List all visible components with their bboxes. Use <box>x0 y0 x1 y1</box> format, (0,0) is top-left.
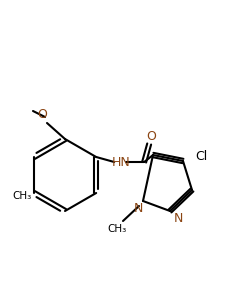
Text: CH₃: CH₃ <box>107 224 127 234</box>
Text: CH₃: CH₃ <box>12 191 32 201</box>
Text: N: N <box>133 203 143 215</box>
Text: HN: HN <box>112 155 131 168</box>
Text: N: N <box>173 213 183 226</box>
Text: O: O <box>146 130 156 143</box>
Text: O: O <box>37 108 47 121</box>
Text: Cl: Cl <box>195 149 207 162</box>
